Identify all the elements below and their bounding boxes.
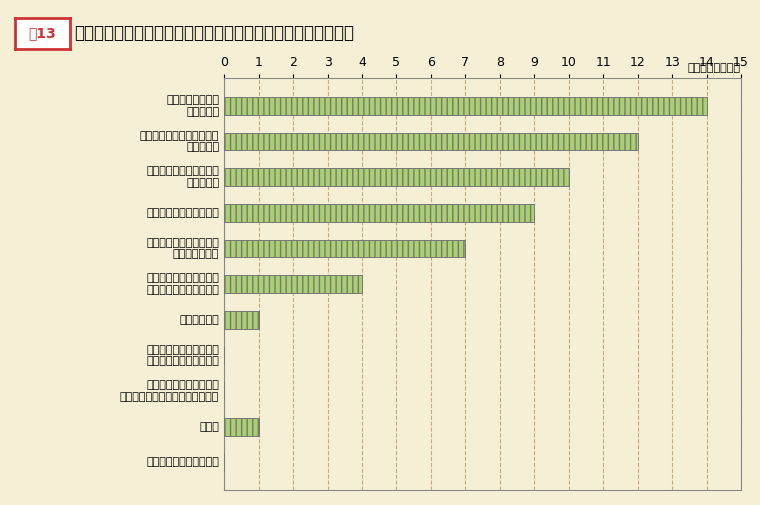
Bar — [224, 168, 568, 186]
Bar — [224, 97, 707, 115]
Text: 従業員数が少ない年齢層があることによる影響（複数回答）: 従業員数が少ない年齢層があることによる影響（複数回答） — [74, 24, 353, 42]
Text: （単位：企業数）: （単位：企業数） — [688, 63, 741, 73]
Bar — [224, 133, 638, 150]
Bar — [224, 418, 258, 435]
Text: 図13: 図13 — [29, 26, 56, 40]
Bar — [224, 275, 362, 293]
Bar — [224, 311, 258, 329]
Bar — [224, 239, 465, 258]
Bar — [224, 204, 534, 222]
